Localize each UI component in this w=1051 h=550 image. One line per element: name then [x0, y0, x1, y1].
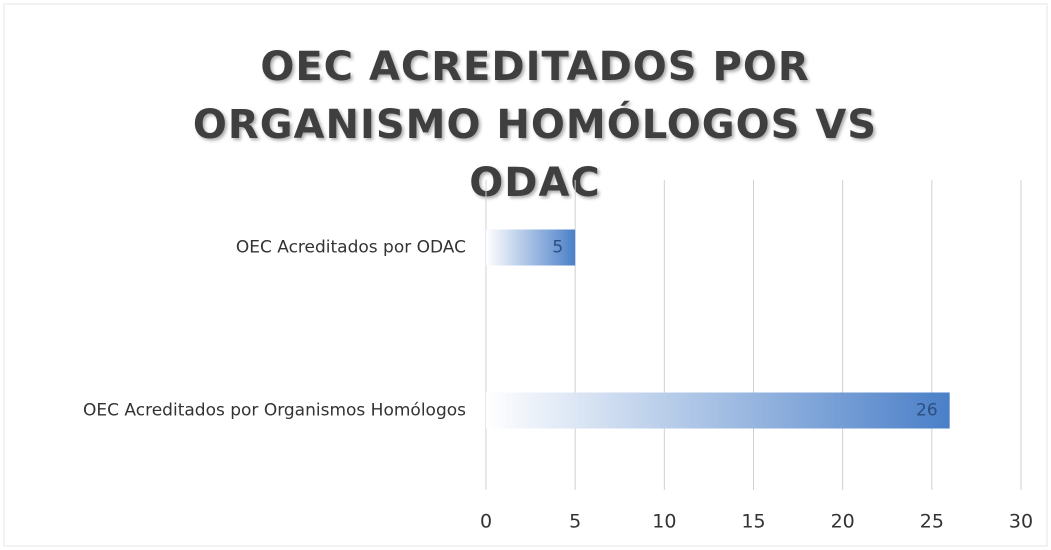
data-label: 5: [552, 238, 563, 258]
chart-border: [3, 3, 1048, 547]
y-tick-label: OEC Acreditados por ODAC: [236, 238, 466, 258]
x-tick-label: 0: [480, 511, 492, 533]
y-tick-label: OEC Acreditados por Organismos Homólogos: [83, 401, 466, 421]
bar: [486, 229, 576, 266]
x-tick-label: 20: [831, 511, 855, 533]
chart-title: OEC ACREDITADOS POR ORGANISMO HOMÓLOGOS …: [192, 44, 878, 206]
x-tick-label: 15: [741, 511, 765, 533]
x-tick-label: 10: [652, 511, 676, 533]
bar: [486, 392, 950, 429]
x-tick-label: 30: [1009, 511, 1033, 533]
x-tick-label: 5: [569, 511, 581, 533]
data-label: 26: [916, 401, 938, 421]
x-tick-label: 25: [920, 511, 944, 533]
